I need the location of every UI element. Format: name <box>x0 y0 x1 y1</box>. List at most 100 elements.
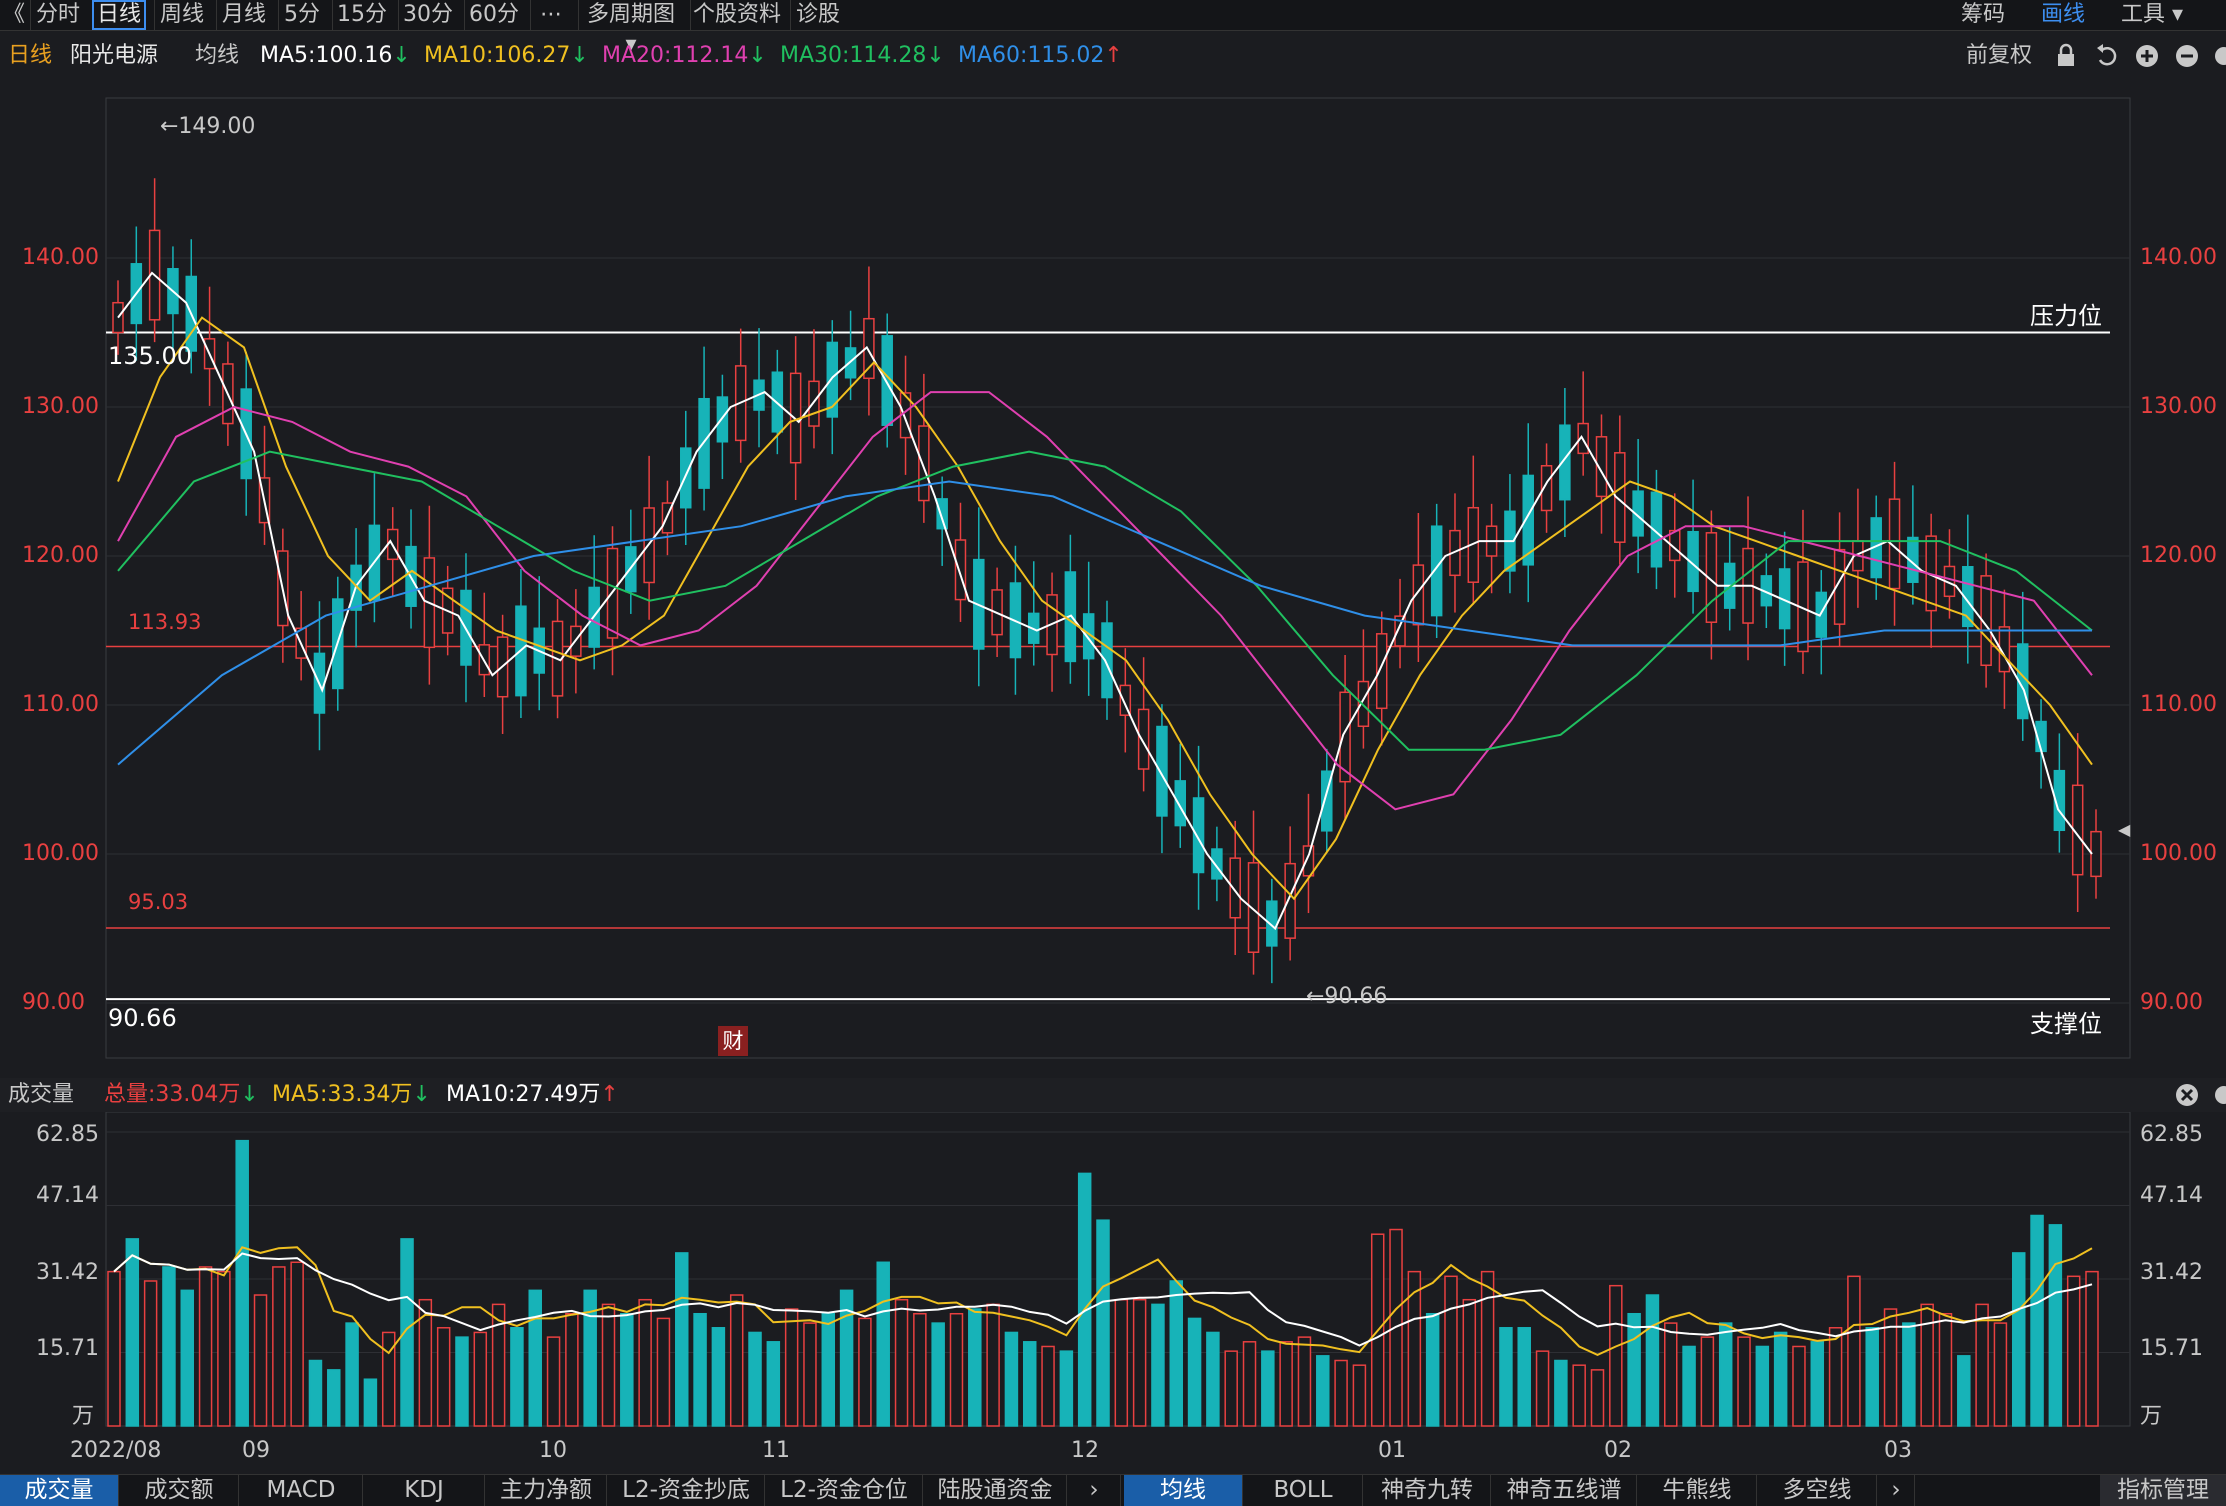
volume-bar <box>1535 1350 1550 1427</box>
tab-magic-nine[interactable]: 神奇九转 <box>1364 1475 1491 1506</box>
zoom-in-icon[interactable] <box>2134 38 2160 86</box>
ma-line-ma10 <box>117 316 2093 901</box>
volume-bar <box>1114 1298 1129 1427</box>
candle-body <box>1321 770 1333 832</box>
vol-y-tick-left: 31.42 <box>36 1260 99 1285</box>
chip-distribution-button[interactable]: 筹码 <box>1960 2 2005 27</box>
volume-bar <box>125 1238 140 1427</box>
candle-body <box>1632 490 1644 537</box>
volume-bar <box>601 1303 616 1427</box>
volume-bar <box>2066 1275 2081 1427</box>
candle-body <box>1669 529 1681 562</box>
tab-northbound-funds[interactable]: 陆股通资金 <box>924 1475 1067 1506</box>
down-arrow-icon: ↓ <box>926 43 945 68</box>
tab-boll[interactable]: BOLL <box>1244 1475 1363 1506</box>
tab-5min[interactable]: 5分 <box>278 0 325 30</box>
y-tick-left: 140.00 <box>22 245 99 270</box>
tab-bull-bear-line[interactable]: 牛熊线 <box>1638 1475 1757 1506</box>
undo-icon[interactable] <box>2094 38 2120 86</box>
volume-bar <box>638 1298 652 1427</box>
tab-l2-bottom-fishing[interactable]: L2-资金抄底 <box>608 1475 765 1506</box>
tab-turnover[interactable]: 成交额 <box>120 1475 239 1506</box>
tab-kdj[interactable]: KDJ <box>364 1475 485 1506</box>
tab-volume[interactable]: 成交量 <box>0 1475 119 1506</box>
volume-bar <box>1847 1275 1861 1427</box>
tab-long-short-line[interactable]: 多空线 <box>1758 1475 1877 1506</box>
tab-stock-profile[interactable]: 个股资料 <box>690 0 783 30</box>
candle-body <box>1192 797 1205 874</box>
volume-bar <box>894 1298 909 1427</box>
down-arrow-icon: ↓ <box>570 43 589 68</box>
volume-bar <box>1590 1369 1605 1427</box>
volume-bar <box>473 1331 488 1427</box>
volume-bar <box>180 1289 195 1427</box>
volume-bar <box>1462 1298 1477 1427</box>
tab-30min[interactable]: 30分 <box>398 0 457 30</box>
candle-body <box>1229 857 1241 919</box>
volume-bar <box>656 1317 671 1427</box>
volume-bar <box>436 1327 451 1427</box>
lock-icon[interactable] <box>2054 38 2078 86</box>
candle-body <box>1540 465 1553 512</box>
volume-bar <box>565 1312 579 1427</box>
down-arrow-icon: ↓ <box>240 1082 259 1107</box>
tab-monthly[interactable]: 月线 <box>216 0 271 30</box>
tab-magic-five-lines[interactable]: 神奇五线谱 <box>1492 1475 1637 1506</box>
tab-60min[interactable]: 60分 <box>464 0 523 30</box>
tab-ma-overlay[interactable]: 均线 <box>1124 1475 1243 1506</box>
settings-gear-icon[interactable] <box>2212 38 2226 86</box>
tools-dropdown[interactable]: 工具 ▾ <box>2120 2 2184 27</box>
more-periods-button[interactable]: ⋯ <box>530 0 571 30</box>
indicator-manager-button[interactable]: 指标管理 <box>2100 1475 2226 1506</box>
volume-bar <box>1572 1364 1586 1427</box>
tab-l2-position[interactable]: L2-资金仓位 <box>766 1475 923 1506</box>
y-tick-left: 120.00 <box>22 543 99 568</box>
finance-report-badge[interactable]: 财 <box>718 1026 748 1056</box>
tab-macd[interactable]: MACD <box>240 1475 363 1506</box>
tabs-scroll-right-icon[interactable]: › <box>1878 1475 1915 1506</box>
candle-body <box>936 498 948 530</box>
adjust-mode-button[interactable]: 前复权 <box>1966 43 2033 68</box>
y-tick-left: 110.00 <box>22 692 99 717</box>
volume-bar <box>1261 1350 1275 1427</box>
close-panel-icon[interactable] <box>2174 1078 2200 1123</box>
volume-bar <box>1096 1219 1110 1427</box>
vol-unit-right: 万 <box>2140 1404 2163 1429</box>
volume-bar <box>1279 1341 1293 1427</box>
volume-title[interactable]: 成交量 <box>8 1082 75 1107</box>
candle-body <box>1998 626 2011 673</box>
tab-main-net[interactable]: 主力净额 <box>486 1475 607 1506</box>
tab-15min[interactable]: 15分 <box>332 0 391 30</box>
y-tick-right: 90.00 <box>2140 990 2203 1015</box>
drawing-tools-button[interactable]: 画线 <box>2040 2 2085 27</box>
volume-bar <box>766 1341 781 1427</box>
tab-diagnosis[interactable]: 诊股 <box>790 0 845 30</box>
down-arrow-icon: ↓ <box>748 43 767 68</box>
y-tick-left: 130.00 <box>22 394 99 419</box>
volume-settings-icon[interactable] <box>2212 1078 2226 1123</box>
tab-intraday[interactable]: 分时 <box>30 0 85 30</box>
volume-bar <box>107 1270 121 1427</box>
volume-bar <box>162 1266 176 1427</box>
volume-bar <box>693 1312 707 1427</box>
volume-bar <box>308 1359 323 1427</box>
candle-body <box>1375 633 1388 710</box>
tab-weekly[interactable]: 周线 <box>154 0 209 30</box>
tab-daily[interactable]: 日线 <box>92 0 146 30</box>
volume-bar <box>2085 1270 2099 1427</box>
zoom-out-icon[interactable] <box>2174 38 2200 86</box>
candle-body <box>1156 725 1168 817</box>
back-button[interactable]: 《 <box>2 2 25 27</box>
volume-bar <box>1828 1327 1843 1427</box>
volume-bar <box>1041 1345 1055 1427</box>
ma-label[interactable]: 均线 <box>195 43 240 68</box>
candle-body <box>1705 532 1718 623</box>
level-line-label: 113.93 <box>128 610 202 634</box>
stock-name[interactable]: 阳光电源 <box>70 43 159 68</box>
candle-body <box>863 317 875 380</box>
volume-bar <box>198 1266 213 1427</box>
tabs-scroll-right-icon[interactable]: › <box>1068 1475 1121 1506</box>
up-arrow-icon: ↑ <box>1104 43 1123 68</box>
multi-period-dropdown[interactable]: 多周期图 ▾ <box>578 0 683 57</box>
